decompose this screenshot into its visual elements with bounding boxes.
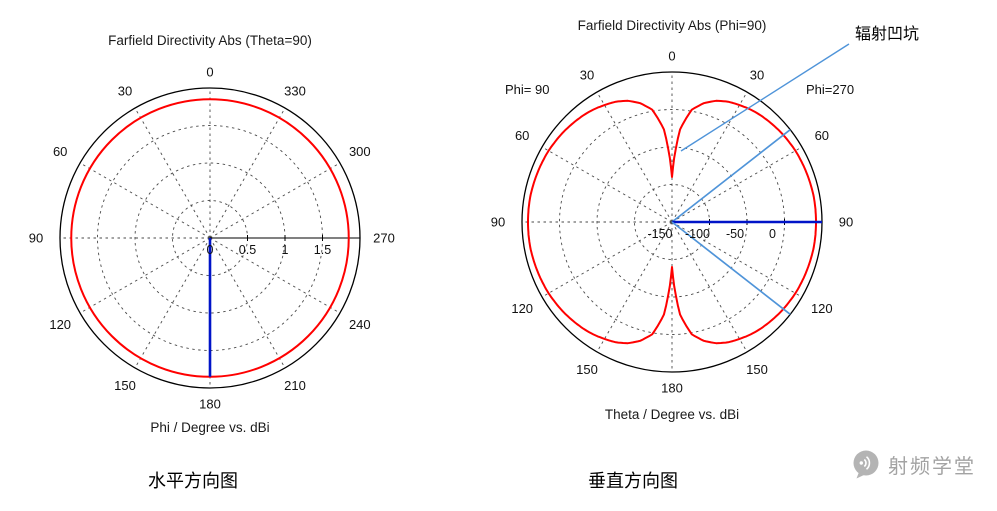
sound-wave-large bbox=[865, 456, 871, 470]
sound-wave-small bbox=[863, 458, 867, 468]
angle-label: 180 bbox=[661, 381, 683, 396]
angle-label: 0 bbox=[668, 49, 675, 64]
left-chart-xlabel: Phi / Degree vs. dBi bbox=[150, 420, 270, 435]
radial-tick-label: 0 bbox=[769, 227, 776, 241]
watermark-icon bbox=[853, 450, 879, 479]
marker-line bbox=[671, 128, 791, 223]
angle-label: 120 bbox=[511, 301, 533, 316]
angle-label: 60 bbox=[53, 144, 67, 159]
sound-dot bbox=[859, 461, 863, 465]
angle-label: 30 bbox=[580, 67, 594, 82]
angle-label: 210 bbox=[284, 378, 306, 393]
grid-spoke bbox=[671, 146, 803, 223]
angle-label: 0 bbox=[206, 65, 213, 80]
angle-label: 180 bbox=[199, 397, 221, 412]
angle-label: 150 bbox=[576, 362, 598, 377]
radial-tick-label: -100 bbox=[685, 227, 710, 241]
grid-spoke bbox=[209, 107, 286, 239]
grid-spoke bbox=[671, 221, 803, 298]
angle-label: 270 bbox=[373, 231, 395, 246]
radial-tick-label: 0 bbox=[207, 243, 214, 257]
phi-270-label: Phi=270 bbox=[806, 82, 855, 97]
angle-label: 60 bbox=[815, 128, 829, 143]
radial-tick-label: 1 bbox=[282, 243, 289, 257]
annotation-radiation-null-label: 辐射凹坑 bbox=[855, 26, 920, 43]
grid-spoke bbox=[209, 237, 341, 314]
angle-label: 150 bbox=[746, 362, 768, 377]
angle-label: 90 bbox=[29, 231, 43, 246]
angle-label: 90 bbox=[839, 215, 853, 230]
radial-tick-label: 0.5 bbox=[239, 243, 256, 257]
radial-tick-label: 1.5 bbox=[314, 243, 331, 257]
angle-label: 330 bbox=[284, 83, 306, 98]
right-chart-title: Farfield Directivity Abs (Phi=90) bbox=[577, 18, 767, 33]
angle-label: 120 bbox=[811, 301, 833, 316]
marker-line bbox=[671, 221, 791, 316]
grid-spoke bbox=[541, 146, 673, 223]
right-chart-xlabel: Theta / Degree vs. dBi bbox=[604, 407, 740, 422]
angle-label: 120 bbox=[49, 317, 71, 332]
watermark-text: 射频学堂 bbox=[888, 456, 976, 478]
grid-spoke bbox=[134, 237, 211, 369]
grid-spoke bbox=[541, 221, 673, 298]
grid-spoke bbox=[596, 221, 673, 353]
angle-label: 30 bbox=[750, 67, 764, 82]
grid-spoke bbox=[596, 91, 673, 223]
angle-label: 300 bbox=[349, 144, 371, 159]
angle-label: 30 bbox=[118, 83, 132, 98]
grid-spoke bbox=[209, 162, 341, 239]
radial-tick-label: -150 bbox=[647, 227, 672, 241]
angle-label: 90 bbox=[491, 215, 505, 230]
grid-spoke bbox=[79, 237, 211, 314]
horizontal-pattern-plot: 0 30 60 90 120 150 180 210 240 270 300 330 0 0.5 1 1.5 bbox=[29, 65, 395, 412]
grid-spoke bbox=[671, 91, 748, 223]
phi-90-label: Phi= 90 bbox=[505, 82, 550, 97]
bubble-tail bbox=[856, 472, 865, 479]
grid-spoke bbox=[79, 162, 211, 239]
left-chart-title: Farfield Directivity Abs (Theta=90) bbox=[108, 33, 312, 48]
angle-label: 150 bbox=[114, 378, 136, 393]
grid-spoke bbox=[671, 221, 748, 353]
radial-tick-label: -50 bbox=[726, 227, 744, 241]
grid-spoke bbox=[134, 107, 211, 239]
angle-label: 240 bbox=[349, 317, 371, 332]
right-chart-caption: 垂直方向图 bbox=[588, 471, 678, 491]
left-chart-caption: 水平方向图 bbox=[148, 471, 238, 491]
grid-spoke bbox=[209, 237, 286, 369]
angle-label: 60 bbox=[515, 128, 529, 143]
